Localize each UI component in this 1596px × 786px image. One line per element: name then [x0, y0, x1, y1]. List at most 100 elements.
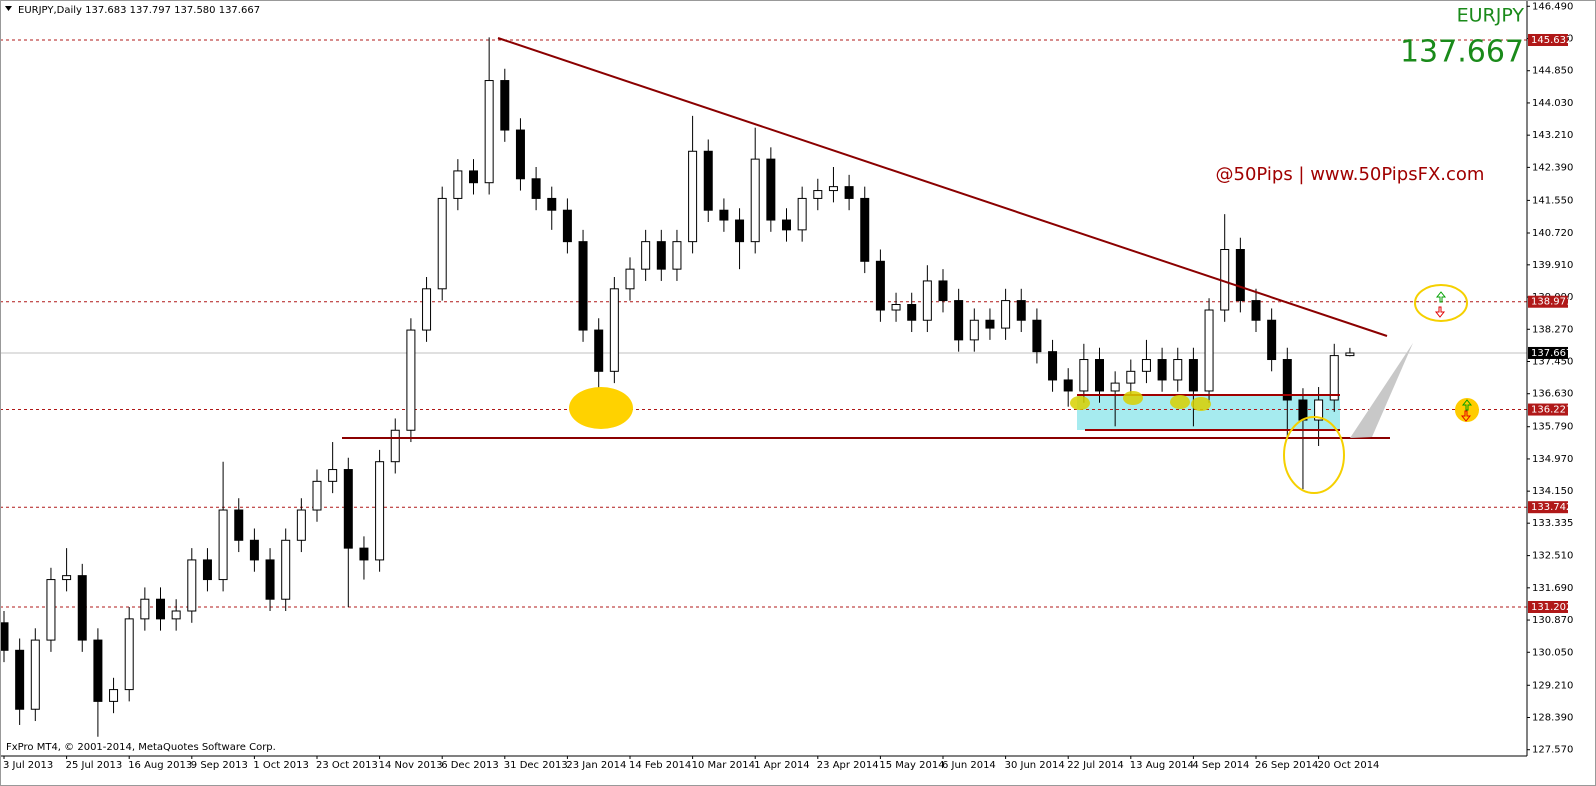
candle-body [954, 300, 964, 341]
candle-body [77, 575, 87, 641]
x-tick-label: 3 Jul 2013 [3, 760, 53, 771]
candle-body [171, 610, 181, 620]
watermark: @50Pips | www.50PipsFX.com [1216, 164, 1485, 185]
candle-body [422, 288, 432, 331]
candle-body [1063, 379, 1073, 392]
candle-body [1345, 352, 1355, 357]
header: EURJPY,Daily 137.683 137.797 137.580 137… [18, 5, 260, 16]
down-arrow [1434, 306, 1446, 318]
symbol: EURJPY [1457, 5, 1525, 27]
price-label: 137.667 [1531, 348, 1572, 359]
candle-body [813, 190, 823, 199]
candle-body [625, 268, 635, 290]
candle-body [860, 197, 870, 262]
candle-body [296, 509, 306, 541]
highlight [1191, 397, 1211, 411]
level-label: 136.227 [1531, 405, 1572, 416]
candle-body [1016, 300, 1026, 321]
level-tag [1528, 403, 1568, 416]
x-tick-label: 14 Feb 2014 [629, 760, 691, 771]
candle-body [390, 429, 400, 463]
signal [1414, 284, 1468, 322]
candle-body [594, 329, 604, 372]
candle-body [312, 480, 322, 511]
x-tick-label: 26 Sep 2014 [1255, 760, 1318, 771]
candle-body [218, 509, 228, 581]
candle-body [1204, 309, 1214, 392]
highlight [1283, 416, 1345, 494]
candle-body [719, 209, 729, 221]
x-tick-label: 6 Jun 2014 [942, 760, 996, 771]
y-tick-label: 129.210 [1532, 680, 1573, 691]
candle-body [1110, 382, 1120, 392]
candle-body [1001, 300, 1011, 329]
trend-line [497, 37, 1388, 337]
projection [1350, 343, 1413, 438]
y-tick-label: 131.690 [1532, 583, 1573, 594]
candle-body [1251, 300, 1261, 321]
y-tick-label: 135.790 [1532, 422, 1573, 433]
y-tick-label: 130.870 [1532, 615, 1573, 626]
x-tick-label: 30 Jun 2014 [1005, 760, 1065, 771]
candle-body [782, 219, 791, 231]
y-tick-label: 127.570 [1532, 745, 1573, 756]
y-tick-label: 134.970 [1532, 454, 1573, 465]
candle-body [30, 639, 40, 710]
x-tick-label: 23 Apr 2014 [817, 760, 879, 771]
level-label: 131.202 [1531, 602, 1572, 613]
candle-body [938, 280, 948, 302]
candle-body [1314, 399, 1324, 421]
candle-body [969, 319, 979, 341]
candle-body [922, 280, 932, 321]
candle-body [156, 598, 165, 620]
x-tick-label: 20 Oct 2014 [1318, 760, 1380, 771]
candle-body [375, 461, 385, 561]
candle-body [1173, 359, 1183, 381]
candles [0, 37, 1355, 737]
x-tick-label: 23 Jan 2014 [566, 760, 626, 771]
y-tick-label: 143.210 [1532, 130, 1573, 141]
y-tick-label: 142.390 [1532, 162, 1573, 173]
candle-body [1126, 370, 1136, 384]
candle-body [46, 579, 56, 641]
x-tick-label: 25 Jul 2013 [66, 760, 123, 771]
y-tick-label: 138.270 [1532, 324, 1573, 335]
candle-body [531, 178, 541, 199]
candle-body [437, 197, 447, 290]
candle-body [735, 219, 745, 243]
highlight [1123, 391, 1143, 405]
candle-body [844, 186, 854, 199]
y-tick-label: 134.150 [1532, 486, 1573, 497]
candle-body [1235, 249, 1245, 302]
candle-body [766, 158, 776, 221]
annotations [342, 37, 1479, 494]
up-arrow [1461, 399, 1473, 411]
x-tick-label: 16 Aug 2013 [128, 760, 192, 771]
y-tick-label: 144.850 [1532, 66, 1573, 77]
candle-body [907, 304, 917, 321]
down-arrow [1460, 410, 1472, 422]
y-tick-label: 132.510 [1532, 551, 1573, 562]
level-label: 138.971 [1531, 297, 1572, 308]
last-price: 137.667 [1400, 35, 1524, 70]
candle-body [609, 288, 619, 372]
highlight [1070, 396, 1090, 410]
candle-body [688, 150, 698, 243]
candle-body [875, 260, 885, 311]
y-tick-label: 137.450 [1532, 356, 1573, 367]
x-tick-label: 13 Aug 2014 [1130, 760, 1194, 771]
level-tag [1528, 600, 1568, 613]
candle-body [15, 649, 25, 710]
y-tick-label: 133.335 [1532, 518, 1573, 529]
x-tick-label: 31 Dec 2013 [504, 760, 568, 771]
x-tick-label: 1 Apr 2014 [754, 760, 809, 771]
candle-body [672, 241, 682, 270]
candle-body [0, 622, 9, 651]
y-tick-label: 136.630 [1532, 389, 1573, 400]
candle-body [265, 559, 275, 600]
y-tick-label: 146.490 [1532, 1, 1573, 12]
candle-body [469, 170, 478, 184]
candle-body [515, 129, 525, 180]
x-tick-label: 15 May 2014 [879, 760, 944, 771]
candle-body [750, 158, 760, 243]
